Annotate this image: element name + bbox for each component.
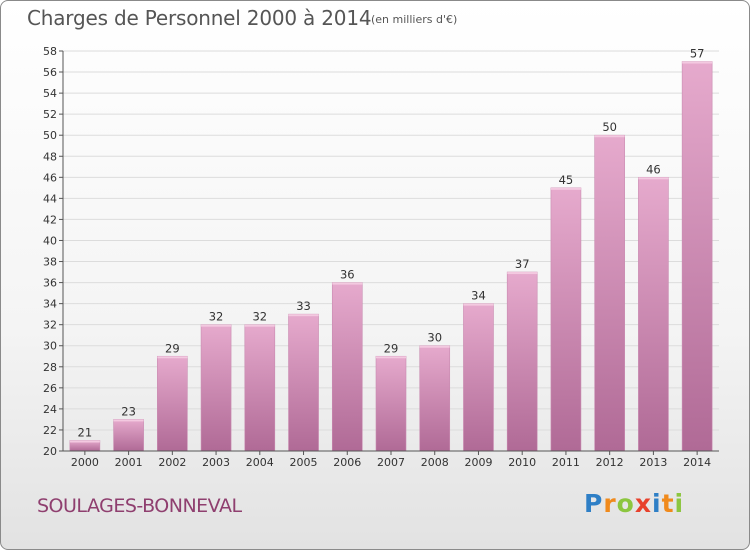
x-tick-label: 2014: [683, 456, 711, 469]
bar-highlight: [332, 282, 363, 285]
value-label: 30: [427, 331, 442, 345]
y-tick-label: 38: [43, 256, 57, 269]
bar: [331, 282, 363, 452]
chart-subtitle: (en milliers d'€): [371, 13, 458, 26]
logo-letter: r: [603, 489, 617, 518]
y-tick-label: 58: [43, 45, 57, 58]
y-tick-label: 48: [43, 150, 57, 163]
bar: [244, 324, 276, 452]
bar-highlight: [419, 345, 450, 348]
bar: [419, 345, 451, 452]
x-tick-label: 2013: [639, 456, 667, 469]
y-tick-label: 22: [43, 424, 57, 437]
y-tick-label: 42: [43, 213, 57, 226]
y-tick-label: 52: [43, 108, 57, 121]
x-tick-label: 2004: [246, 456, 274, 469]
bar: [463, 303, 494, 452]
bar-highlight: [682, 61, 713, 64]
value-label: 32: [252, 310, 267, 324]
x-tick-label: 2002: [158, 456, 186, 469]
bar: [288, 313, 319, 452]
bar-highlight: [288, 314, 319, 317]
bar-highlight: [594, 135, 625, 138]
y-tick-label: 34: [43, 298, 57, 311]
y-tick-label: 54: [43, 87, 57, 100]
y-tick-label: 36: [43, 277, 57, 290]
bar-highlight: [463, 303, 494, 306]
value-label: 46: [646, 162, 661, 176]
value-label: 33: [296, 299, 311, 313]
logo-letter: i: [674, 489, 685, 518]
value-label: 29: [384, 341, 399, 355]
y-tick-label: 40: [43, 234, 57, 247]
chart-title: Charges de Personnel 2000 à 2014: [27, 6, 372, 30]
x-tick-label: 2008: [421, 456, 449, 469]
x-tick-label: 2000: [71, 456, 99, 469]
x-tick-label: 2003: [202, 456, 230, 469]
value-label: 29: [165, 341, 180, 355]
value-label: 32: [209, 310, 224, 324]
value-label: 36: [340, 268, 355, 282]
bar: [638, 177, 669, 452]
logo-letter: t: [661, 489, 675, 518]
y-tick-label: 44: [43, 192, 57, 205]
logo-letter: i: [652, 489, 662, 518]
bar-highlight: [201, 324, 232, 327]
bar: [594, 134, 625, 452]
y-tick-label: 28: [43, 361, 57, 374]
logo-letter: x: [634, 489, 652, 518]
bar-highlight: [638, 177, 669, 180]
value-label: 34: [471, 289, 486, 303]
proxiti-logo: Proxiti: [584, 489, 684, 518]
y-tick-label: 30: [43, 340, 57, 353]
y-tick-label: 26: [43, 382, 57, 395]
x-tick-label: 2005: [290, 456, 318, 469]
y-tick-label: 46: [43, 171, 57, 184]
bar-highlight: [157, 356, 188, 359]
x-tick-label: 2007: [377, 456, 405, 469]
bar-highlight: [376, 356, 406, 359]
value-label: 23: [121, 404, 136, 418]
y-tick-label: 50: [43, 129, 57, 142]
bar-highlight: [113, 419, 144, 422]
value-label: 50: [602, 120, 617, 134]
logo-letter: P: [584, 489, 604, 518]
x-tick-label: 2001: [115, 456, 143, 469]
logo-letter: o: [616, 489, 635, 518]
bar: [113, 419, 144, 452]
bar: [550, 187, 582, 452]
x-tick-label: 2010: [508, 456, 536, 469]
bar-highlight: [69, 440, 100, 443]
bar: [375, 355, 407, 452]
bar: [506, 271, 538, 452]
x-tick-label: 2012: [596, 456, 624, 469]
bar-highlight: [507, 272, 538, 275]
value-label: 45: [559, 173, 574, 187]
bar: [200, 324, 232, 452]
bar-highlight: [244, 324, 275, 327]
value-label: 37: [515, 257, 530, 271]
x-tick-label: 2009: [464, 456, 492, 469]
value-label: 21: [78, 425, 93, 439]
place-name: SOULAGES-BONNEVAL: [37, 495, 242, 517]
bar-highlight: [550, 187, 581, 190]
y-tick-label: 24: [43, 403, 57, 416]
x-tick-label: 2006: [333, 456, 361, 469]
y-tick-label: 20: [43, 445, 57, 458]
bar: [681, 61, 713, 452]
x-tick-label: 2011: [552, 456, 580, 469]
y-tick-label: 32: [43, 319, 57, 332]
y-tick-label: 56: [43, 66, 57, 79]
bar: [157, 355, 188, 452]
value-label: 57: [690, 47, 705, 61]
